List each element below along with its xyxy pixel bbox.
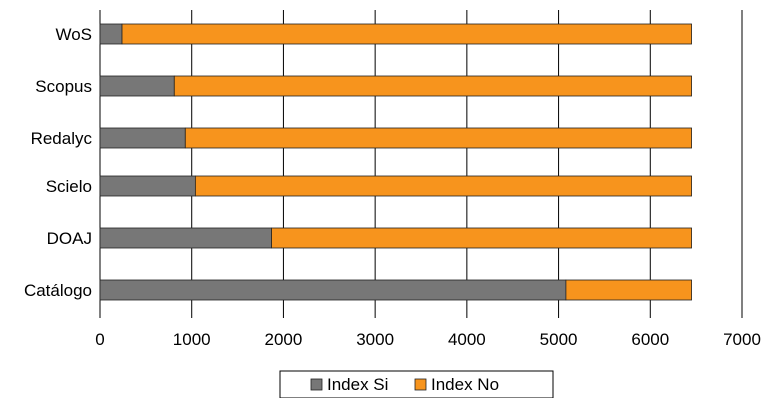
legend: Index Si Index No: [279, 370, 554, 398]
category-label: WoS: [55, 25, 92, 44]
bar-segment: [99, 23, 123, 45]
bar-segment: [173, 75, 692, 97]
bar-segment: [194, 175, 692, 197]
x-tick-label: 1000: [173, 330, 211, 349]
bar-segment: [99, 75, 175, 97]
bar-segment: [184, 127, 692, 149]
bars: [99, 23, 692, 301]
gridlines: [99, 10, 743, 318]
legend-label: Index Si: [327, 375, 388, 394]
category-labels: WoS Scopus Redalyc Scielo DOAJ Catálogo: [24, 25, 93, 300]
category-label: Catálogo: [24, 281, 92, 300]
category-label: Scielo: [46, 177, 92, 196]
bar-segment: [99, 279, 567, 301]
x-tick-label: 3000: [356, 330, 394, 349]
x-tick-label: 2000: [265, 330, 303, 349]
category-label: DOAJ: [47, 229, 92, 248]
legend-swatch: [310, 378, 323, 391]
bar-segment: [99, 175, 196, 197]
category-label: Scopus: [35, 77, 92, 96]
x-tick-label: 7000: [723, 330, 761, 349]
x-tick-label: 0: [95, 330, 104, 349]
bar-segment: [565, 279, 692, 301]
x-axis: 0 1000 2000 3000 4000 5000 6000 7000: [95, 330, 761, 349]
bar-segment: [99, 227, 272, 249]
bar-segment: [99, 127, 186, 149]
bar-segment: [121, 23, 692, 45]
x-tick-label: 5000: [540, 330, 578, 349]
category-label: Redalyc: [31, 129, 93, 148]
x-tick-label: 4000: [448, 330, 486, 349]
bar-segment: [271, 227, 692, 249]
legend-label: Index No: [431, 375, 499, 394]
x-tick-label: 6000: [631, 330, 669, 349]
legend-swatch: [414, 378, 427, 391]
